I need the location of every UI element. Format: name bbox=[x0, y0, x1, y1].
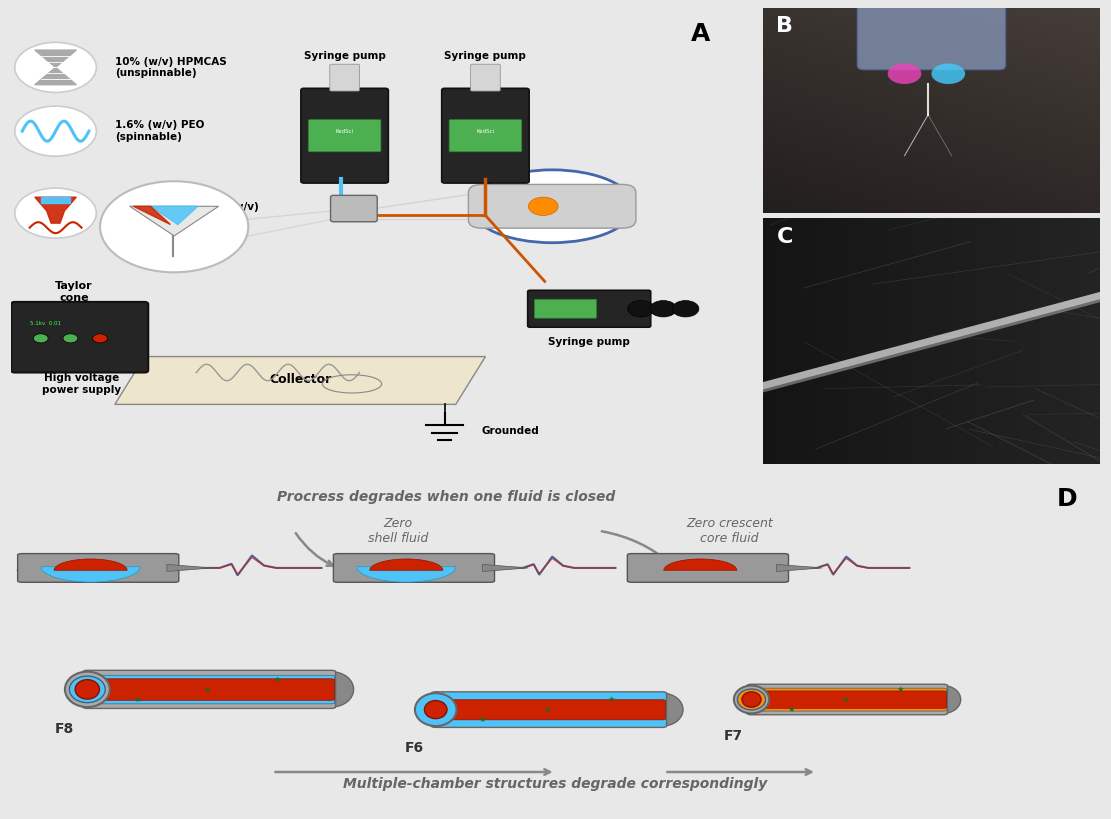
FancyBboxPatch shape bbox=[449, 120, 522, 152]
Text: 10% (w/v) HPMCAS
(unspinnable): 10% (w/v) HPMCAS (unspinnable) bbox=[114, 57, 227, 78]
Text: ★: ★ bbox=[133, 695, 141, 704]
Ellipse shape bbox=[734, 686, 769, 713]
Text: Grounded: Grounded bbox=[482, 426, 540, 436]
Text: Zero
shell fluid: Zero shell fluid bbox=[368, 518, 428, 545]
Ellipse shape bbox=[64, 672, 110, 707]
Circle shape bbox=[14, 43, 97, 93]
FancyBboxPatch shape bbox=[330, 64, 360, 91]
Ellipse shape bbox=[738, 689, 765, 710]
Ellipse shape bbox=[742, 692, 761, 707]
Text: Syringe pump: Syringe pump bbox=[444, 51, 527, 61]
FancyBboxPatch shape bbox=[628, 554, 789, 582]
Text: Syringe pump: Syringe pump bbox=[548, 337, 630, 347]
Text: Zero crescent
core fluid: Zero crescent core fluid bbox=[687, 518, 773, 545]
Wedge shape bbox=[357, 567, 456, 582]
Text: C: C bbox=[777, 228, 793, 247]
Text: KedSci: KedSci bbox=[336, 129, 353, 133]
Circle shape bbox=[650, 301, 677, 317]
Polygon shape bbox=[482, 564, 529, 572]
Text: D: D bbox=[1057, 487, 1078, 511]
Circle shape bbox=[92, 334, 108, 343]
Polygon shape bbox=[130, 206, 219, 236]
Circle shape bbox=[63, 334, 78, 343]
Text: All on: All on bbox=[17, 562, 51, 574]
Text: ★: ★ bbox=[543, 705, 551, 714]
Text: 14% (w/v) EC + 2% (w/v)
5-FU (spinnable): 14% (w/v) EC + 2% (w/v) 5-FU (spinnable) bbox=[114, 202, 259, 224]
Ellipse shape bbox=[925, 686, 961, 713]
Polygon shape bbox=[114, 356, 486, 405]
Text: Taylor
cone: Taylor cone bbox=[56, 282, 93, 303]
Ellipse shape bbox=[414, 693, 457, 726]
Text: Collector: Collector bbox=[269, 373, 331, 386]
Ellipse shape bbox=[641, 693, 683, 726]
Text: B: B bbox=[777, 16, 793, 36]
FancyBboxPatch shape bbox=[534, 299, 597, 319]
Text: ★: ★ bbox=[203, 685, 211, 694]
FancyBboxPatch shape bbox=[748, 688, 947, 711]
FancyBboxPatch shape bbox=[84, 675, 334, 704]
Text: Multiple-chamber structures degrade correspondingly: Multiple-chamber structures degrade corr… bbox=[343, 776, 768, 790]
Wedge shape bbox=[41, 567, 140, 582]
Polygon shape bbox=[133, 206, 170, 224]
Polygon shape bbox=[34, 197, 77, 223]
FancyBboxPatch shape bbox=[471, 64, 500, 91]
Text: Syringe pump: Syringe pump bbox=[303, 51, 386, 61]
Text: F8: F8 bbox=[54, 722, 74, 736]
FancyBboxPatch shape bbox=[432, 699, 665, 720]
Wedge shape bbox=[663, 559, 737, 570]
FancyBboxPatch shape bbox=[333, 554, 494, 582]
Polygon shape bbox=[34, 50, 77, 67]
Polygon shape bbox=[167, 564, 212, 572]
Text: 1.6% (w/v) PEO
(spinnable): 1.6% (w/v) PEO (spinnable) bbox=[114, 120, 204, 142]
FancyBboxPatch shape bbox=[84, 679, 334, 700]
Text: Procress degrades when one fluid is closed: Procress degrades when one fluid is clos… bbox=[278, 491, 615, 505]
FancyBboxPatch shape bbox=[11, 302, 148, 373]
FancyBboxPatch shape bbox=[308, 120, 381, 152]
FancyBboxPatch shape bbox=[83, 670, 336, 708]
Circle shape bbox=[888, 64, 921, 84]
FancyBboxPatch shape bbox=[747, 684, 948, 715]
Circle shape bbox=[931, 64, 965, 84]
FancyBboxPatch shape bbox=[301, 88, 389, 183]
FancyBboxPatch shape bbox=[469, 184, 635, 229]
Ellipse shape bbox=[471, 170, 633, 242]
Text: ★: ★ bbox=[842, 695, 849, 704]
Ellipse shape bbox=[309, 672, 353, 707]
Circle shape bbox=[628, 301, 654, 317]
Ellipse shape bbox=[424, 700, 447, 718]
FancyBboxPatch shape bbox=[18, 554, 179, 582]
Text: ★: ★ bbox=[273, 675, 280, 684]
FancyBboxPatch shape bbox=[442, 88, 529, 183]
Text: ★: ★ bbox=[897, 685, 904, 694]
Ellipse shape bbox=[69, 676, 106, 703]
FancyBboxPatch shape bbox=[431, 692, 667, 727]
Text: F7: F7 bbox=[724, 729, 743, 743]
Text: ★: ★ bbox=[479, 715, 486, 724]
FancyBboxPatch shape bbox=[748, 691, 947, 708]
Wedge shape bbox=[370, 559, 443, 570]
Text: F6: F6 bbox=[404, 741, 424, 755]
FancyBboxPatch shape bbox=[858, 4, 1005, 70]
Text: ★: ★ bbox=[787, 705, 794, 714]
Polygon shape bbox=[777, 564, 822, 572]
Ellipse shape bbox=[76, 680, 100, 699]
Circle shape bbox=[33, 334, 48, 343]
Circle shape bbox=[14, 188, 97, 238]
Polygon shape bbox=[34, 67, 77, 84]
Wedge shape bbox=[54, 559, 127, 570]
Text: A: A bbox=[691, 22, 710, 46]
Circle shape bbox=[100, 181, 248, 272]
Text: High voltage
power supply: High voltage power supply bbox=[42, 373, 121, 395]
Circle shape bbox=[14, 106, 97, 156]
Circle shape bbox=[672, 301, 699, 317]
Text: ★: ★ bbox=[608, 695, 615, 704]
Circle shape bbox=[529, 197, 558, 215]
Text: KedSci: KedSci bbox=[477, 129, 494, 133]
FancyBboxPatch shape bbox=[331, 196, 378, 222]
Polygon shape bbox=[41, 197, 70, 203]
Text: 5.1kv  0.01: 5.1kv 0.01 bbox=[30, 321, 61, 326]
FancyBboxPatch shape bbox=[528, 290, 651, 327]
Polygon shape bbox=[150, 206, 198, 224]
